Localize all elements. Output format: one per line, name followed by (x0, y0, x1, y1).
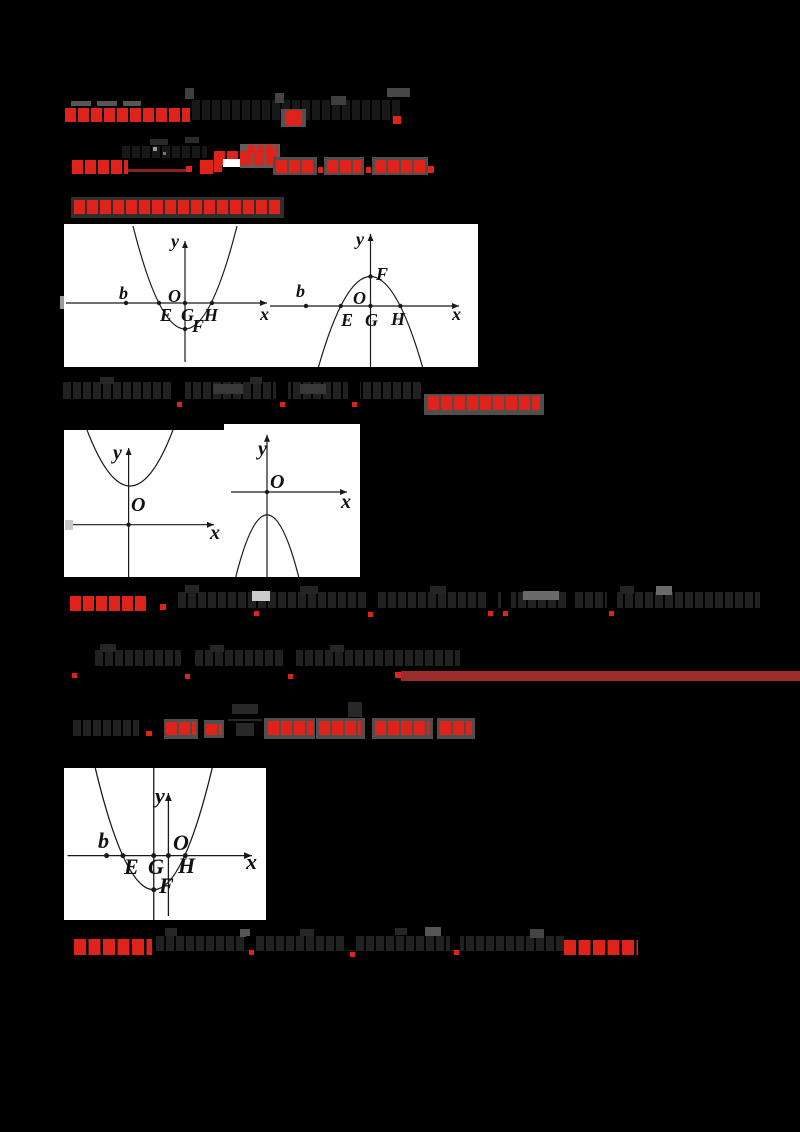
svg-text:b: b (296, 281, 305, 301)
svg-text:y: y (152, 783, 165, 808)
svg-text:F: F (191, 316, 204, 336)
svg-text:F: F (375, 264, 388, 284)
svg-text:x: x (259, 304, 269, 324)
svg-text:O: O (168, 286, 181, 306)
svg-text:O: O (353, 288, 366, 308)
svg-text:x: x (209, 522, 220, 544)
svg-text:O: O (270, 471, 284, 493)
svg-text:y: y (169, 231, 180, 251)
svg-text:E: E (340, 310, 353, 330)
svg-text:b: b (98, 828, 109, 853)
svg-text:E: E (159, 305, 172, 325)
svg-text:x: x (340, 491, 351, 513)
svg-text:G: G (365, 310, 378, 330)
svg-text:G: G (148, 854, 164, 879)
svg-text:G: G (181, 305, 194, 325)
svg-text:H: H (177, 853, 196, 878)
svg-text:H: H (203, 305, 219, 325)
svg-text:O: O (131, 494, 145, 516)
svg-text:O: O (173, 830, 189, 855)
svg-text:y: y (354, 229, 365, 249)
svg-text:y: y (256, 438, 267, 460)
svg-text:x: x (451, 304, 461, 324)
svg-text:x: x (245, 849, 257, 874)
svg-text:y: y (111, 442, 122, 464)
svg-text:b: b (119, 283, 128, 303)
svg-text:F: F (158, 873, 174, 898)
svg-text:E: E (123, 854, 139, 879)
svg-text:H: H (390, 309, 406, 329)
